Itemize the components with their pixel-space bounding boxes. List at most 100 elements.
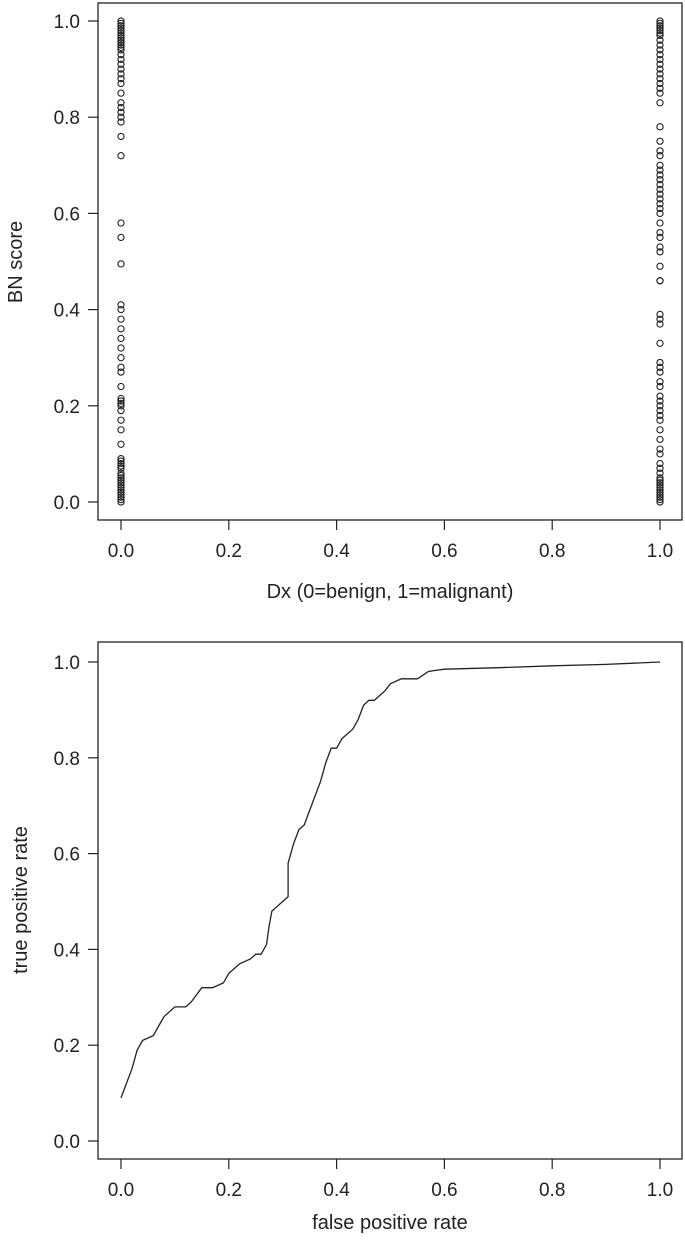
data-point xyxy=(656,339,664,347)
data-point xyxy=(117,406,125,415)
data-point xyxy=(117,488,125,497)
data-point xyxy=(117,41,125,49)
data-point xyxy=(117,325,125,333)
data-point xyxy=(117,36,125,44)
data-point xyxy=(656,147,664,155)
data-point xyxy=(117,132,125,141)
x-tick-label: 1.0 xyxy=(647,1180,673,1201)
data-point xyxy=(117,471,125,480)
data-point xyxy=(117,476,125,485)
data-point xyxy=(656,363,664,371)
x-tick-label: 0.8 xyxy=(539,1180,565,1201)
data-point xyxy=(656,36,664,44)
y-ticks: 0.0 0.2 0.4 0.6 0.8 1.0 xyxy=(54,12,98,514)
data-point xyxy=(117,479,125,487)
data-point xyxy=(656,228,664,237)
data-point xyxy=(656,382,664,391)
data-point xyxy=(117,26,125,35)
data-point xyxy=(117,483,125,492)
x-ticks: 0.0 0.2 0.4 0.6 0.8 1.0 xyxy=(108,1159,673,1201)
data-point xyxy=(656,262,664,270)
data-point xyxy=(117,344,125,352)
plot-frame xyxy=(97,641,683,1160)
x-tick-label: 1.0 xyxy=(647,541,673,562)
data-point xyxy=(656,378,664,386)
data-point xyxy=(656,17,664,25)
data-point xyxy=(656,84,664,92)
data-point xyxy=(117,89,125,97)
data-point xyxy=(656,483,664,492)
data-point xyxy=(656,185,664,193)
x-tick-label: 0.4 xyxy=(323,541,350,562)
y-axis-label: BN score xyxy=(5,221,27,303)
data-point xyxy=(117,498,125,506)
data-point xyxy=(656,24,664,32)
data-point xyxy=(117,455,125,463)
x-tick-label: 0.0 xyxy=(108,1180,134,1201)
data-point xyxy=(117,34,125,42)
data-point xyxy=(656,190,664,198)
y-tick-label: 0.6 xyxy=(54,204,80,225)
data-point xyxy=(656,89,664,97)
data-point xyxy=(117,481,125,489)
data-point xyxy=(117,426,125,434)
data-point xyxy=(117,51,125,59)
data-point xyxy=(117,397,125,405)
data-point xyxy=(656,488,664,497)
data-point xyxy=(656,491,664,499)
y-axis-label: true positive rate xyxy=(10,826,32,974)
data-point xyxy=(656,152,664,160)
data-point xyxy=(656,479,664,487)
data-point xyxy=(656,233,664,242)
data-point xyxy=(117,99,125,107)
data-point xyxy=(656,277,664,285)
data-point xyxy=(117,495,125,504)
data-point xyxy=(117,118,125,126)
data-point xyxy=(656,320,664,328)
data-point xyxy=(117,399,125,408)
data-point xyxy=(117,334,125,343)
data-point xyxy=(656,476,664,485)
data-point xyxy=(656,416,664,424)
y-tick-label: 1.0 xyxy=(54,653,80,674)
y-tick-label: 0.0 xyxy=(54,493,80,514)
x-tick-label: 0.2 xyxy=(216,1180,242,1201)
data-point xyxy=(656,209,664,218)
data-point xyxy=(656,19,664,28)
data-point xyxy=(656,55,664,64)
data-point xyxy=(656,450,664,458)
data-point xyxy=(117,493,125,501)
data-point xyxy=(656,392,664,400)
data-point xyxy=(117,24,125,32)
data-point xyxy=(656,445,664,453)
data-point xyxy=(117,464,125,472)
data-point xyxy=(117,152,125,160)
data-point xyxy=(117,459,125,468)
data-point xyxy=(656,315,664,323)
data-point xyxy=(656,469,664,477)
data-point xyxy=(656,176,664,184)
data-point xyxy=(656,180,664,189)
data-point xyxy=(117,17,125,25)
data-point xyxy=(117,382,125,391)
data-point xyxy=(117,29,125,37)
x-ticks: 0.0 0.2 0.4 0.6 0.8 1.0 xyxy=(108,520,673,562)
data-point xyxy=(117,70,125,78)
data-point xyxy=(656,219,664,227)
data-point xyxy=(656,200,664,208)
data-point xyxy=(117,103,125,112)
data-point xyxy=(117,108,125,117)
data-point xyxy=(656,435,664,444)
y-tick-label: 0.0 xyxy=(54,1132,80,1153)
data-point xyxy=(656,26,664,35)
data-point xyxy=(117,260,125,268)
data-point xyxy=(656,459,664,468)
data-point xyxy=(656,474,664,482)
data-point xyxy=(656,397,664,405)
y-tick-label: 0.2 xyxy=(54,397,80,418)
data-point xyxy=(117,233,125,242)
data-point xyxy=(656,51,664,59)
data-point xyxy=(656,464,664,472)
data-point xyxy=(117,60,125,68)
data-point xyxy=(656,426,664,434)
